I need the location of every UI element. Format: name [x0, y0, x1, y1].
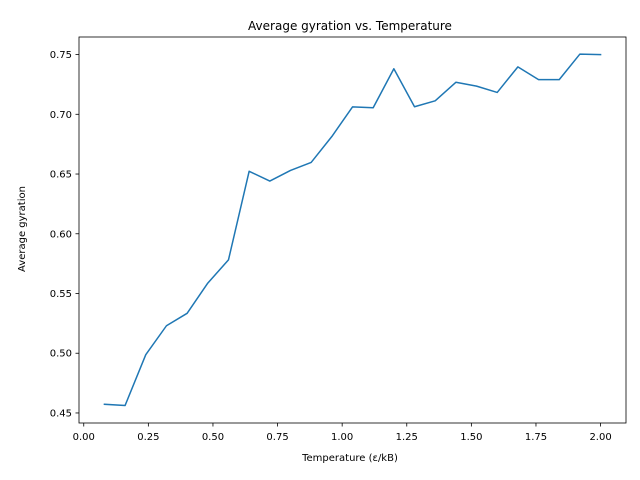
y-tick-label: 0.70 — [50, 110, 72, 121]
y-tick-label: 0.65 — [50, 170, 72, 181]
x-tick-label: 0.00 — [73, 432, 95, 443]
y-axis-ticks: 0.45 0.50 0.55 0.60 0.65 0.70 0.75 — [50, 50, 79, 419]
x-tick-label: 1.50 — [460, 432, 482, 443]
x-tick-label: 0.75 — [266, 432, 288, 443]
y-axis-label: Average gyration — [17, 186, 28, 272]
x-tick-label: 1.00 — [331, 432, 353, 443]
x-tick-label: 2.00 — [589, 432, 611, 443]
axes-frame — [78, 36, 627, 424]
x-tick-label: 1.25 — [396, 432, 418, 443]
series-line — [103, 53, 602, 407]
y-tick-label: 0.50 — [50, 349, 72, 360]
chart-title: Average gyration vs. Temperature — [248, 19, 452, 33]
y-tick-label: 0.45 — [50, 408, 72, 419]
y-tick-label: 0.75 — [50, 50, 72, 61]
y-tick-label: 0.55 — [50, 289, 72, 300]
x-tick-label: 1.75 — [525, 432, 547, 443]
x-axis-ticks: 0.00 0.25 0.50 0.75 1.00 1.25 1.50 1.75 2.00 — [73, 423, 612, 443]
x-tick-label: 0.25 — [137, 432, 159, 443]
x-tick-label: 0.50 — [202, 432, 224, 443]
plot-area — [103, 53, 602, 407]
y-tick-label: 0.60 — [50, 229, 72, 240]
x-axis-label: Temperature (ε/kB) — [301, 453, 398, 464]
